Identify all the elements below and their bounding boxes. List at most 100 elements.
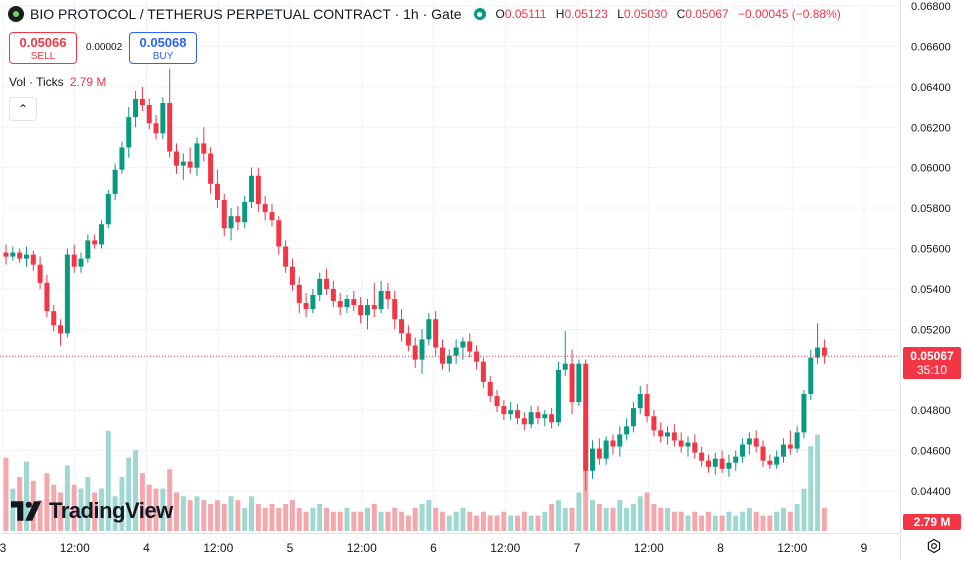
candle-body	[296, 284, 302, 304]
candle-body	[651, 416, 657, 431]
volume-bar	[105, 430, 111, 531]
volume-bar	[767, 515, 773, 531]
chart-area[interactable]	[0, 0, 900, 533]
candle-body	[358, 305, 364, 316]
volume-bar	[160, 488, 166, 531]
volume-bar	[733, 515, 739, 531]
candle-body	[160, 103, 166, 134]
price-axis[interactable]: 0.06800 0.06600 0.06400 0.06200 0.06000 0.058…	[900, 0, 964, 560]
candle-body	[392, 299, 398, 320]
volume-bar	[426, 500, 432, 531]
time-tick-label: 5	[287, 541, 294, 555]
candle-body	[30, 254, 36, 265]
candle-body	[821, 347, 827, 356]
volume-bar	[330, 511, 336, 531]
volume-bar	[3, 457, 9, 531]
volume-bar	[651, 504, 657, 531]
volume-bar	[624, 507, 630, 531]
volume-bar	[712, 515, 718, 531]
collapse-legend-button[interactable]: ⌃	[9, 97, 37, 121]
candle-body	[685, 442, 691, 447]
candle-body	[487, 381, 493, 397]
candle-body	[303, 303, 309, 310]
volume-bar	[180, 496, 186, 531]
volume-bar	[603, 507, 609, 531]
symbol-title[interactable]: BIO PROTOCOL / TETHERUS PERPETUAL CONTRA…	[30, 6, 462, 22]
candle-body	[330, 288, 336, 302]
candle-body	[542, 414, 548, 419]
price-tick-label: 0.05200	[911, 324, 951, 336]
volume-bar	[167, 469, 173, 531]
volume-bar	[262, 507, 268, 531]
volume-bar	[228, 496, 234, 531]
volume-bar	[692, 511, 698, 531]
candle-body	[371, 305, 377, 310]
volume-bar	[610, 507, 616, 531]
volume-bar	[596, 504, 602, 531]
candle-body	[712, 458, 718, 467]
volume-bar	[705, 511, 711, 531]
candle-body	[119, 147, 125, 170]
sell-button[interactable]: 0.05066 SELL	[9, 32, 77, 64]
candle-body	[249, 175, 255, 203]
volume-bar	[85, 477, 91, 531]
volume-bar	[78, 488, 84, 531]
candle-body	[37, 264, 43, 283]
candle-body	[98, 224, 104, 245]
candle-body	[549, 414, 555, 423]
candle-body	[214, 183, 220, 200]
candle-body	[644, 394, 650, 417]
market-status-icon[interactable]	[473, 8, 486, 20]
candle-body	[801, 394, 807, 433]
candle-body	[235, 216, 241, 223]
volume-bar	[521, 511, 527, 531]
volume-bar	[774, 511, 780, 531]
volume-bar	[44, 473, 50, 531]
candle-body	[678, 440, 684, 447]
time-tick-label: 7	[574, 541, 581, 555]
candle-body	[23, 254, 29, 259]
time-tick-label: 12:00	[203, 541, 233, 555]
volume-bar	[562, 507, 568, 531]
candlestick-chart[interactable]	[0, 0, 900, 533]
volume-bar	[289, 500, 295, 531]
volume-bar	[542, 511, 548, 531]
volume-bar	[630, 504, 636, 531]
volume-bar	[671, 511, 677, 531]
volume-bar	[37, 500, 43, 531]
gear-icon[interactable]	[926, 538, 942, 554]
candle-body	[71, 254, 77, 267]
buy-button[interactable]: 0.05068 BUY	[129, 32, 197, 64]
open-value: 0.05111	[504, 7, 547, 21]
volume-bar	[255, 504, 261, 531]
volume-bar	[23, 461, 29, 531]
candle-body	[64, 254, 70, 334]
volume-bar	[569, 507, 575, 531]
volume-legend[interactable]: Vol · Ticks 2.79 M	[9, 75, 106, 89]
volume-bar	[92, 492, 98, 531]
volume-bar	[487, 515, 493, 531]
time-tick-label: 12:00	[60, 541, 90, 555]
volume-bar	[480, 511, 486, 531]
candle-body	[596, 448, 602, 459]
candle-body	[474, 351, 480, 362]
volume-bar	[364, 507, 370, 531]
chevron-up-icon: ⌃	[17, 102, 29, 116]
volume-bar	[269, 504, 275, 531]
candle-body	[283, 246, 289, 267]
candle-body	[562, 363, 568, 370]
candle-body	[10, 252, 16, 257]
volume-bar	[324, 507, 330, 531]
price-tick-label: 0.06200	[911, 122, 951, 134]
time-axis[interactable]: 3 12:00 4 12:00 5 12:00 6 12:00 7 12:00 8 12:00 9	[0, 533, 900, 561]
candle-body	[671, 432, 677, 441]
candle-body	[780, 444, 786, 457]
volume-bar	[371, 504, 377, 531]
candle-body	[480, 361, 486, 382]
candle-body	[535, 412, 541, 419]
tradingview-logo[interactable]: TradingView	[11, 498, 173, 524]
symbol-logo-icon[interactable]	[8, 6, 24, 22]
volume-bar	[399, 511, 405, 531]
candle-body	[174, 151, 179, 166]
time-tick-label: 12:00	[634, 541, 664, 555]
